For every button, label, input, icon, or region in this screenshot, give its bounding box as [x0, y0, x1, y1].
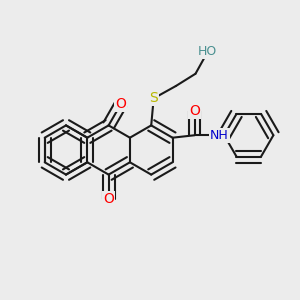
Text: O: O [116, 97, 126, 111]
Text: NH: NH [210, 129, 229, 142]
Text: O: O [189, 103, 200, 118]
Text: S: S [149, 91, 158, 105]
Text: O: O [103, 192, 114, 206]
Text: HO: HO [198, 45, 218, 58]
